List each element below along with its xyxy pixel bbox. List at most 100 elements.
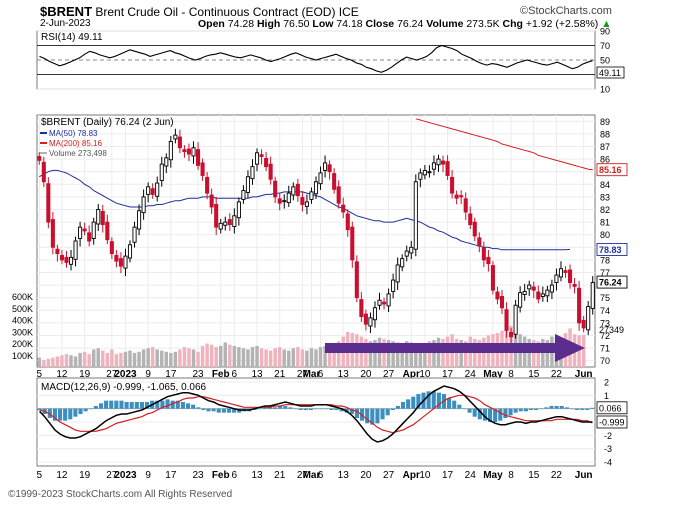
volume-bar [137, 351, 141, 367]
candle-body [354, 261, 359, 299]
candle [182, 145, 187, 158]
macd-histogram-bar [513, 408, 518, 413]
brand-text: ©StockCharts.com [520, 5, 612, 17]
candle [191, 141, 196, 164]
volume-tick-label: 300K [12, 327, 33, 337]
volume-bar [182, 347, 187, 367]
candle [146, 182, 151, 203]
macd-histogram-bar [78, 408, 83, 414]
rsi-tick-label: 50 [600, 56, 610, 66]
candle [295, 178, 300, 202]
candle [522, 283, 527, 301]
macd-histogram-bar [406, 399, 411, 409]
legend-entry: MA(200) 85.16 [49, 139, 102, 148]
candle [477, 232, 482, 253]
rsi-tick-label: 10 [600, 85, 610, 95]
candle-body [250, 166, 255, 180]
candle [386, 288, 391, 313]
candle-body [586, 306, 591, 331]
price-value-label: 78.83 [599, 245, 622, 255]
candle-body [495, 291, 500, 300]
symbol: $BRENT [40, 4, 93, 19]
volume-bar [196, 351, 200, 367]
candle-body [91, 221, 96, 239]
volume-bar [78, 352, 82, 367]
macd-histogram-bar [180, 402, 185, 409]
candle [137, 204, 142, 236]
macd-histogram-bar [477, 408, 482, 420]
candle [186, 143, 192, 162]
candle [454, 190, 459, 205]
candle-body [264, 158, 269, 168]
price-x-tick-label: Mar [303, 369, 321, 380]
candle-body [522, 290, 527, 295]
candle [64, 250, 69, 268]
macd-histogram-bar [452, 400, 457, 409]
price-tick-label: 87 [600, 142, 610, 152]
instrument-name: Brent Crude Oil - Continuous Contract (E… [95, 5, 336, 19]
price-x-tick-label: 24 [465, 369, 477, 380]
candle-body [499, 295, 505, 309]
price-tick-label: 86 [600, 155, 610, 165]
candle-body [549, 284, 554, 293]
macd-histogram-bar [569, 408, 575, 410]
price-value-box [596, 275, 628, 289]
candle-body [509, 331, 514, 338]
macd-histogram-bar [134, 402, 139, 409]
macd-histogram-bar [63, 408, 68, 421]
macd-value-box [596, 401, 628, 415]
volume-bar [291, 348, 296, 367]
candle [540, 286, 545, 302]
macd-histogram-bar [385, 408, 390, 416]
price-tick-label: 83 [600, 192, 610, 202]
candle-body [400, 258, 405, 268]
volume-bar [255, 345, 259, 367]
candle [531, 281, 536, 299]
macd-histogram-bar [395, 406, 400, 409]
candle-body [105, 221, 110, 241]
candle [223, 216, 228, 231]
price-x-tick-label: 5 [36, 369, 42, 380]
close-value: 76.24 [397, 18, 424, 30]
price-x-tick-label: 2023 [114, 369, 137, 380]
macd-histogram-bar [467, 408, 472, 413]
candle-body [577, 287, 582, 324]
candle [87, 225, 92, 247]
candle-body [431, 162, 436, 170]
candle [46, 177, 51, 229]
candle [545, 285, 550, 302]
candle [486, 249, 491, 272]
candle [354, 255, 359, 303]
macd-x-tick-label: 8 [508, 470, 514, 481]
volume-label: Volume [426, 18, 464, 30]
candle-body [345, 213, 350, 231]
candle-body [182, 149, 187, 152]
macd-histogram-bar [104, 400, 109, 409]
volume-bar [60, 355, 64, 367]
candle [205, 171, 210, 200]
rsi-panel: 9070503010 RSI(14) 49.11 49.11 [36, 27, 625, 95]
price-value-box [596, 242, 628, 256]
macd-histogram-bar [145, 402, 150, 409]
volume-bar [119, 352, 123, 367]
macd-histogram-bar [267, 407, 272, 409]
candle-body [391, 279, 396, 292]
price-x-tick-label: 15 [528, 369, 540, 380]
macd-histogram-bar [68, 408, 73, 420]
candle [513, 299, 518, 339]
candle-body [68, 256, 74, 265]
macd-x-tick-label: 17 [442, 470, 454, 481]
price-x-tick-label: 22 [551, 369, 563, 380]
candle [241, 185, 246, 204]
close-label: Close [365, 18, 395, 30]
candle-body [87, 232, 92, 242]
volume-bar [223, 342, 227, 367]
candle [214, 197, 219, 236]
volume-bar [477, 340, 482, 367]
price-x-tick-label: Feb [212, 369, 230, 380]
candle-body [241, 190, 246, 200]
volume-bar [277, 347, 282, 367]
macd-histogram-bar [534, 408, 539, 410]
volume-bar [405, 341, 409, 367]
